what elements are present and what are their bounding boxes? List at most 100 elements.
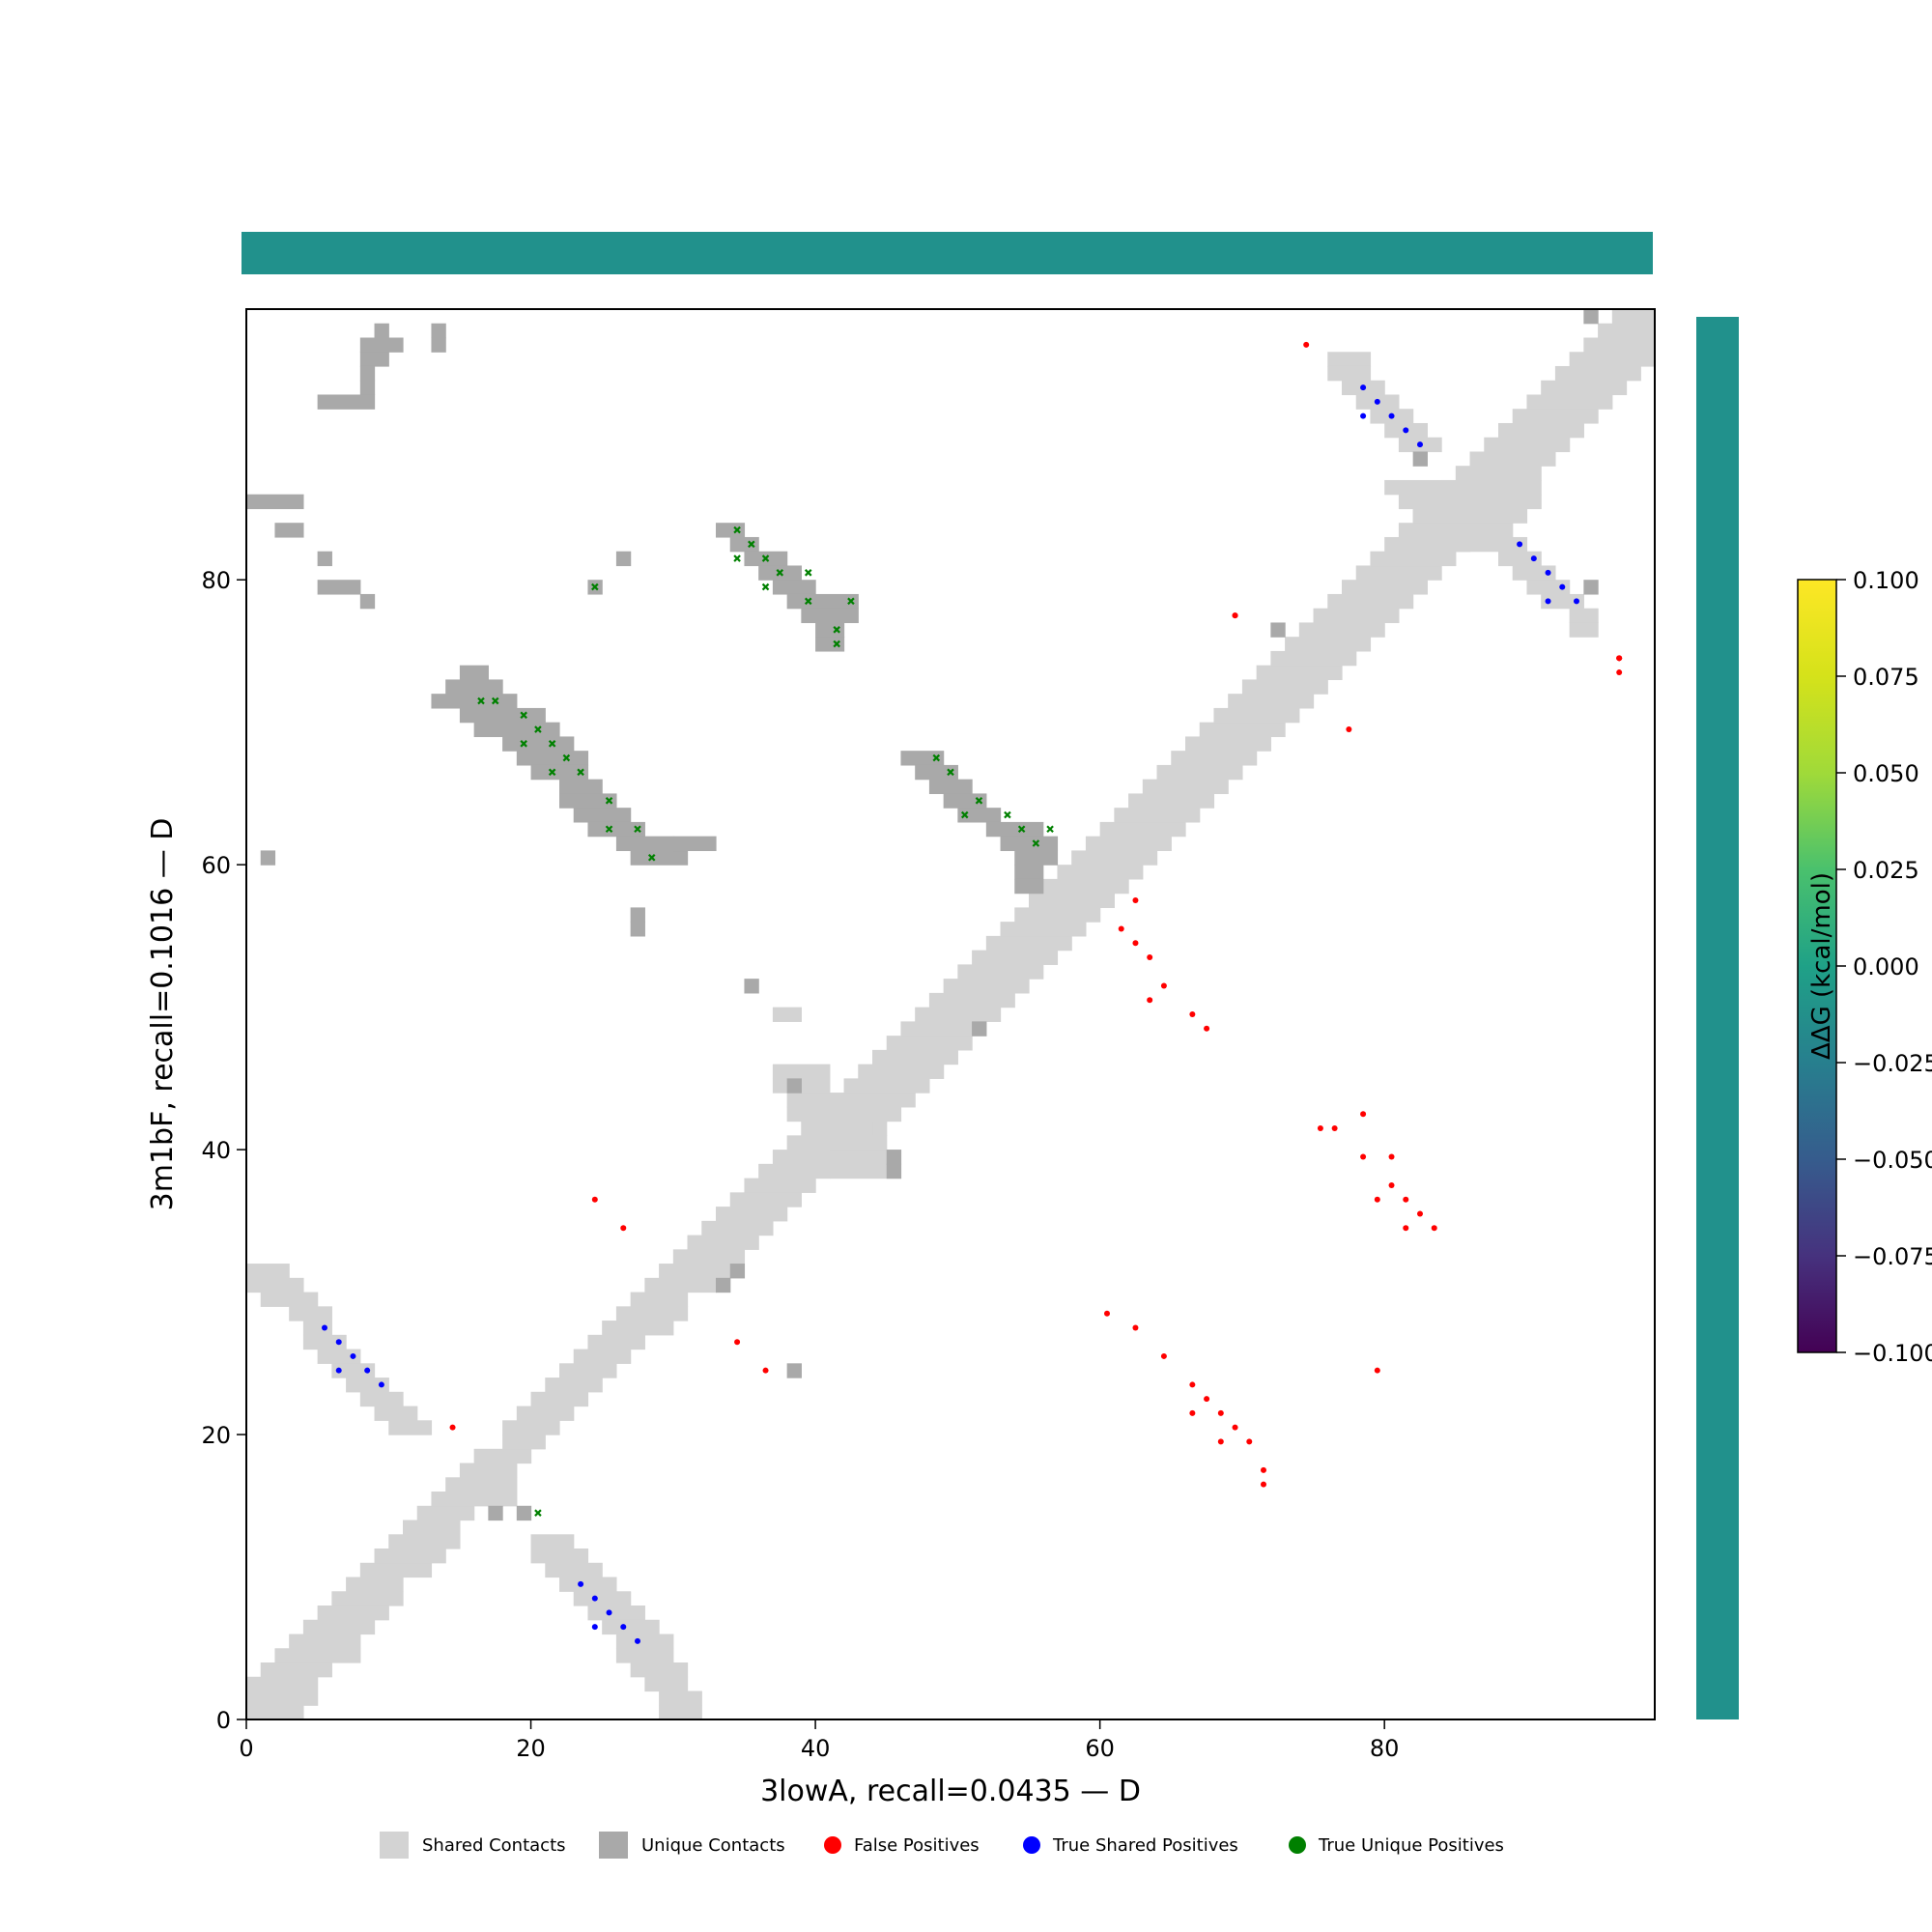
shared-contact-cell [829,1163,902,1179]
shared-contact-cell [900,1021,987,1037]
shared-contact-cell [246,1690,319,1706]
shared-contact-cell [786,1106,859,1122]
unique-contact-cell [886,1150,902,1165]
unique-contact-cell [516,1505,532,1521]
unique-contact-cell [431,323,446,339]
unique-contact-cell [317,394,376,410]
true-unique-positive-point [491,696,499,705]
true-shared-positive-point [1360,412,1367,419]
true-unique-positive-point [1004,810,1011,819]
shared-contacts-layer [246,309,1656,1720]
unique-contact-cell [530,764,589,781]
shared-contact-cell [801,1121,873,1136]
legend-swatch [599,1832,628,1859]
shared-contact-cell [1256,665,1343,681]
true-shared-positive-point [378,1381,384,1388]
true-unique-positive-point [1046,825,1054,834]
x-axis-ticks: 0 20 40 60 80 [239,1719,1399,1762]
unique-contact-cell [900,751,945,766]
unique-contact-cell [786,593,859,610]
unique-contact-cell [1412,451,1428,467]
unique-contact-cell [985,821,1044,838]
shared-contact-cell [1185,736,1271,752]
unique-contact-cell [815,637,845,652]
shared-contact-cell [1029,893,1115,908]
unique-contact-cell [772,580,816,595]
shared-contact-cell [1057,865,1144,880]
true-shared-positive-point [1360,384,1367,391]
shared-contact-cell [1213,707,1300,724]
unique-contact-cell [317,551,332,567]
unique-contact-cell [1000,836,1059,852]
unique-contact-cell [374,323,389,339]
true-unique-positive-point [562,753,571,762]
false-positive-point [449,1424,456,1431]
true-unique-positive-point [534,725,542,733]
shared-contact-cell [1554,365,1641,382]
false-positive-point [1317,1124,1323,1131]
shared-contact-cell [602,1619,660,1635]
false-positive-point [1147,997,1153,1004]
y-tick-label: 60 [201,852,231,879]
colorbar-tick-label: −0.075 [1853,1243,1932,1270]
unique-contact-cell [359,352,389,367]
unique-contact-cell [559,779,603,795]
unique-contacts-layer [246,309,1599,1521]
unique-contact-cell [587,821,645,838]
true-unique-positive-point [733,554,741,562]
unique-contact-cell [630,907,645,923]
y-tick-label: 40 [201,1137,231,1164]
colorbar-tick-label: −0.100 [1853,1340,1932,1367]
shared-contact-cell [246,1705,304,1720]
shared-contact-cell [1313,608,1400,624]
unique-contact-cell [502,736,575,752]
shared-contact-cell [659,1705,702,1720]
unique-contact-cell [359,593,376,610]
true-unique-positive-point [947,768,954,777]
unique-contact-cell [1583,309,1599,325]
false-positive-point [1132,940,1139,947]
true-unique-positive-point [605,825,613,834]
unique-contact-cell [246,494,304,510]
legend-label: Unique Contacts [641,1835,785,1856]
false-positive-point [1204,1025,1210,1032]
shared-contact-cell [530,1534,575,1549]
legend-swatch [824,1836,841,1854]
shared-contact-cell [1042,878,1129,895]
shared-contact-cell [1241,679,1328,695]
shared-contact-cell [502,1420,560,1435]
shared-contact-cell [928,992,1015,1009]
false-positive-point [1403,1196,1409,1203]
shared-contact-cell [915,1007,1002,1022]
true-unique-positive-point [477,696,485,705]
true-unique-positive-point [733,526,741,534]
colorbar-tick-label: 0.075 [1853,664,1919,691]
shared-contact-cell [644,1277,717,1293]
shared-contact-cell [615,1634,674,1649]
shared-contact-cell [744,1178,816,1193]
x-axis-label: 3lowA, recall=0.0435 — D [760,1775,1141,1808]
shared-contact-cell [302,1321,332,1336]
y-tick-label: 20 [201,1422,231,1449]
false-positive-point [1374,1367,1380,1374]
unique-contact-cell [943,793,987,809]
shared-contact-cell [530,1548,589,1564]
legend: Shared Contacts Unique Contacts False Posi… [380,1832,1504,1859]
false-positive-point [1261,1466,1266,1473]
shared-contact-cell [246,1676,319,1692]
true-shared-positive-point [1417,441,1423,448]
shared-contact-cell [630,1292,689,1307]
false-positive-point [1204,1396,1210,1403]
true-shared-positive-point [1517,541,1523,548]
colorbar-label: ΔΔG (kcal/mol) [1807,872,1836,1060]
true-shared-positives-layer [322,384,1579,1644]
shared-contact-cell [545,1378,603,1393]
false-positive-point [1417,1210,1423,1217]
true-unique-positive-point [647,854,656,862]
shared-contact-cell [1114,808,1201,823]
true-shared-positive-point [335,1367,342,1374]
shared-contact-cell [1327,365,1372,382]
shared-contact-cell [374,1406,418,1421]
false-positive-point [1403,1225,1409,1232]
true-unique-positive-point [761,582,770,591]
